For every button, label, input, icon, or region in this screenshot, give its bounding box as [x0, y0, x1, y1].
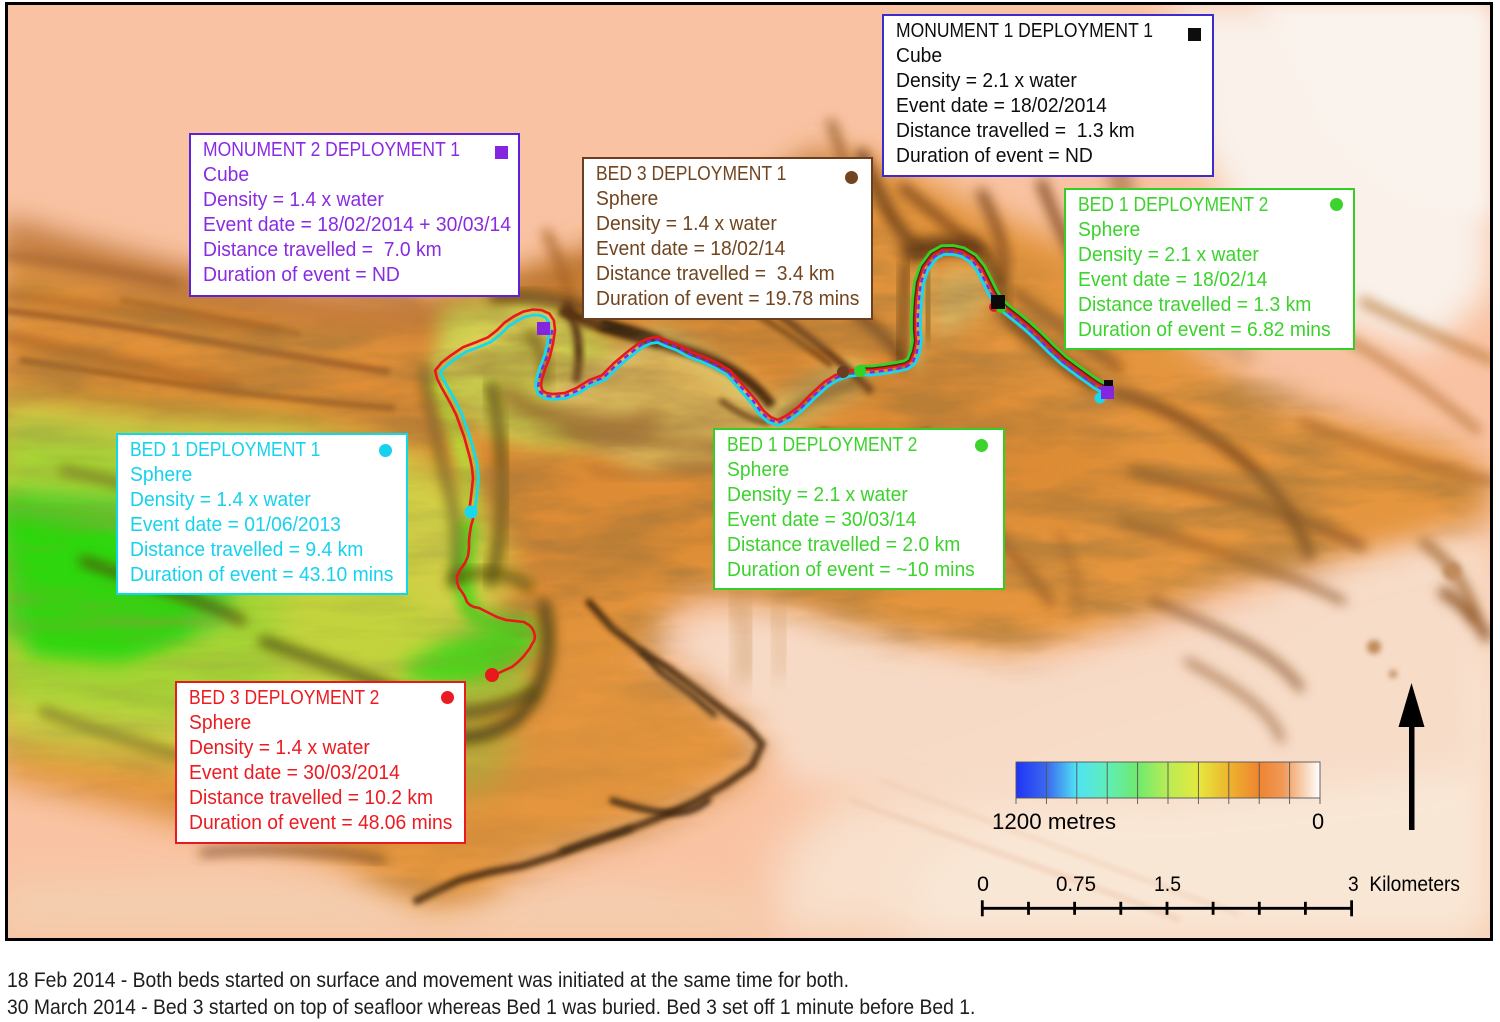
svg-text:3 Kilometers: 3 Kilometers	[1348, 871, 1460, 896]
svg-text:0: 0	[977, 871, 989, 896]
svg-text:0.75: 0.75	[1056, 871, 1096, 896]
svg-text:1200 metres: 1200 metres	[992, 809, 1116, 834]
svg-text:0: 0	[1312, 809, 1324, 834]
svg-text:1.5: 1.5	[1154, 871, 1181, 896]
